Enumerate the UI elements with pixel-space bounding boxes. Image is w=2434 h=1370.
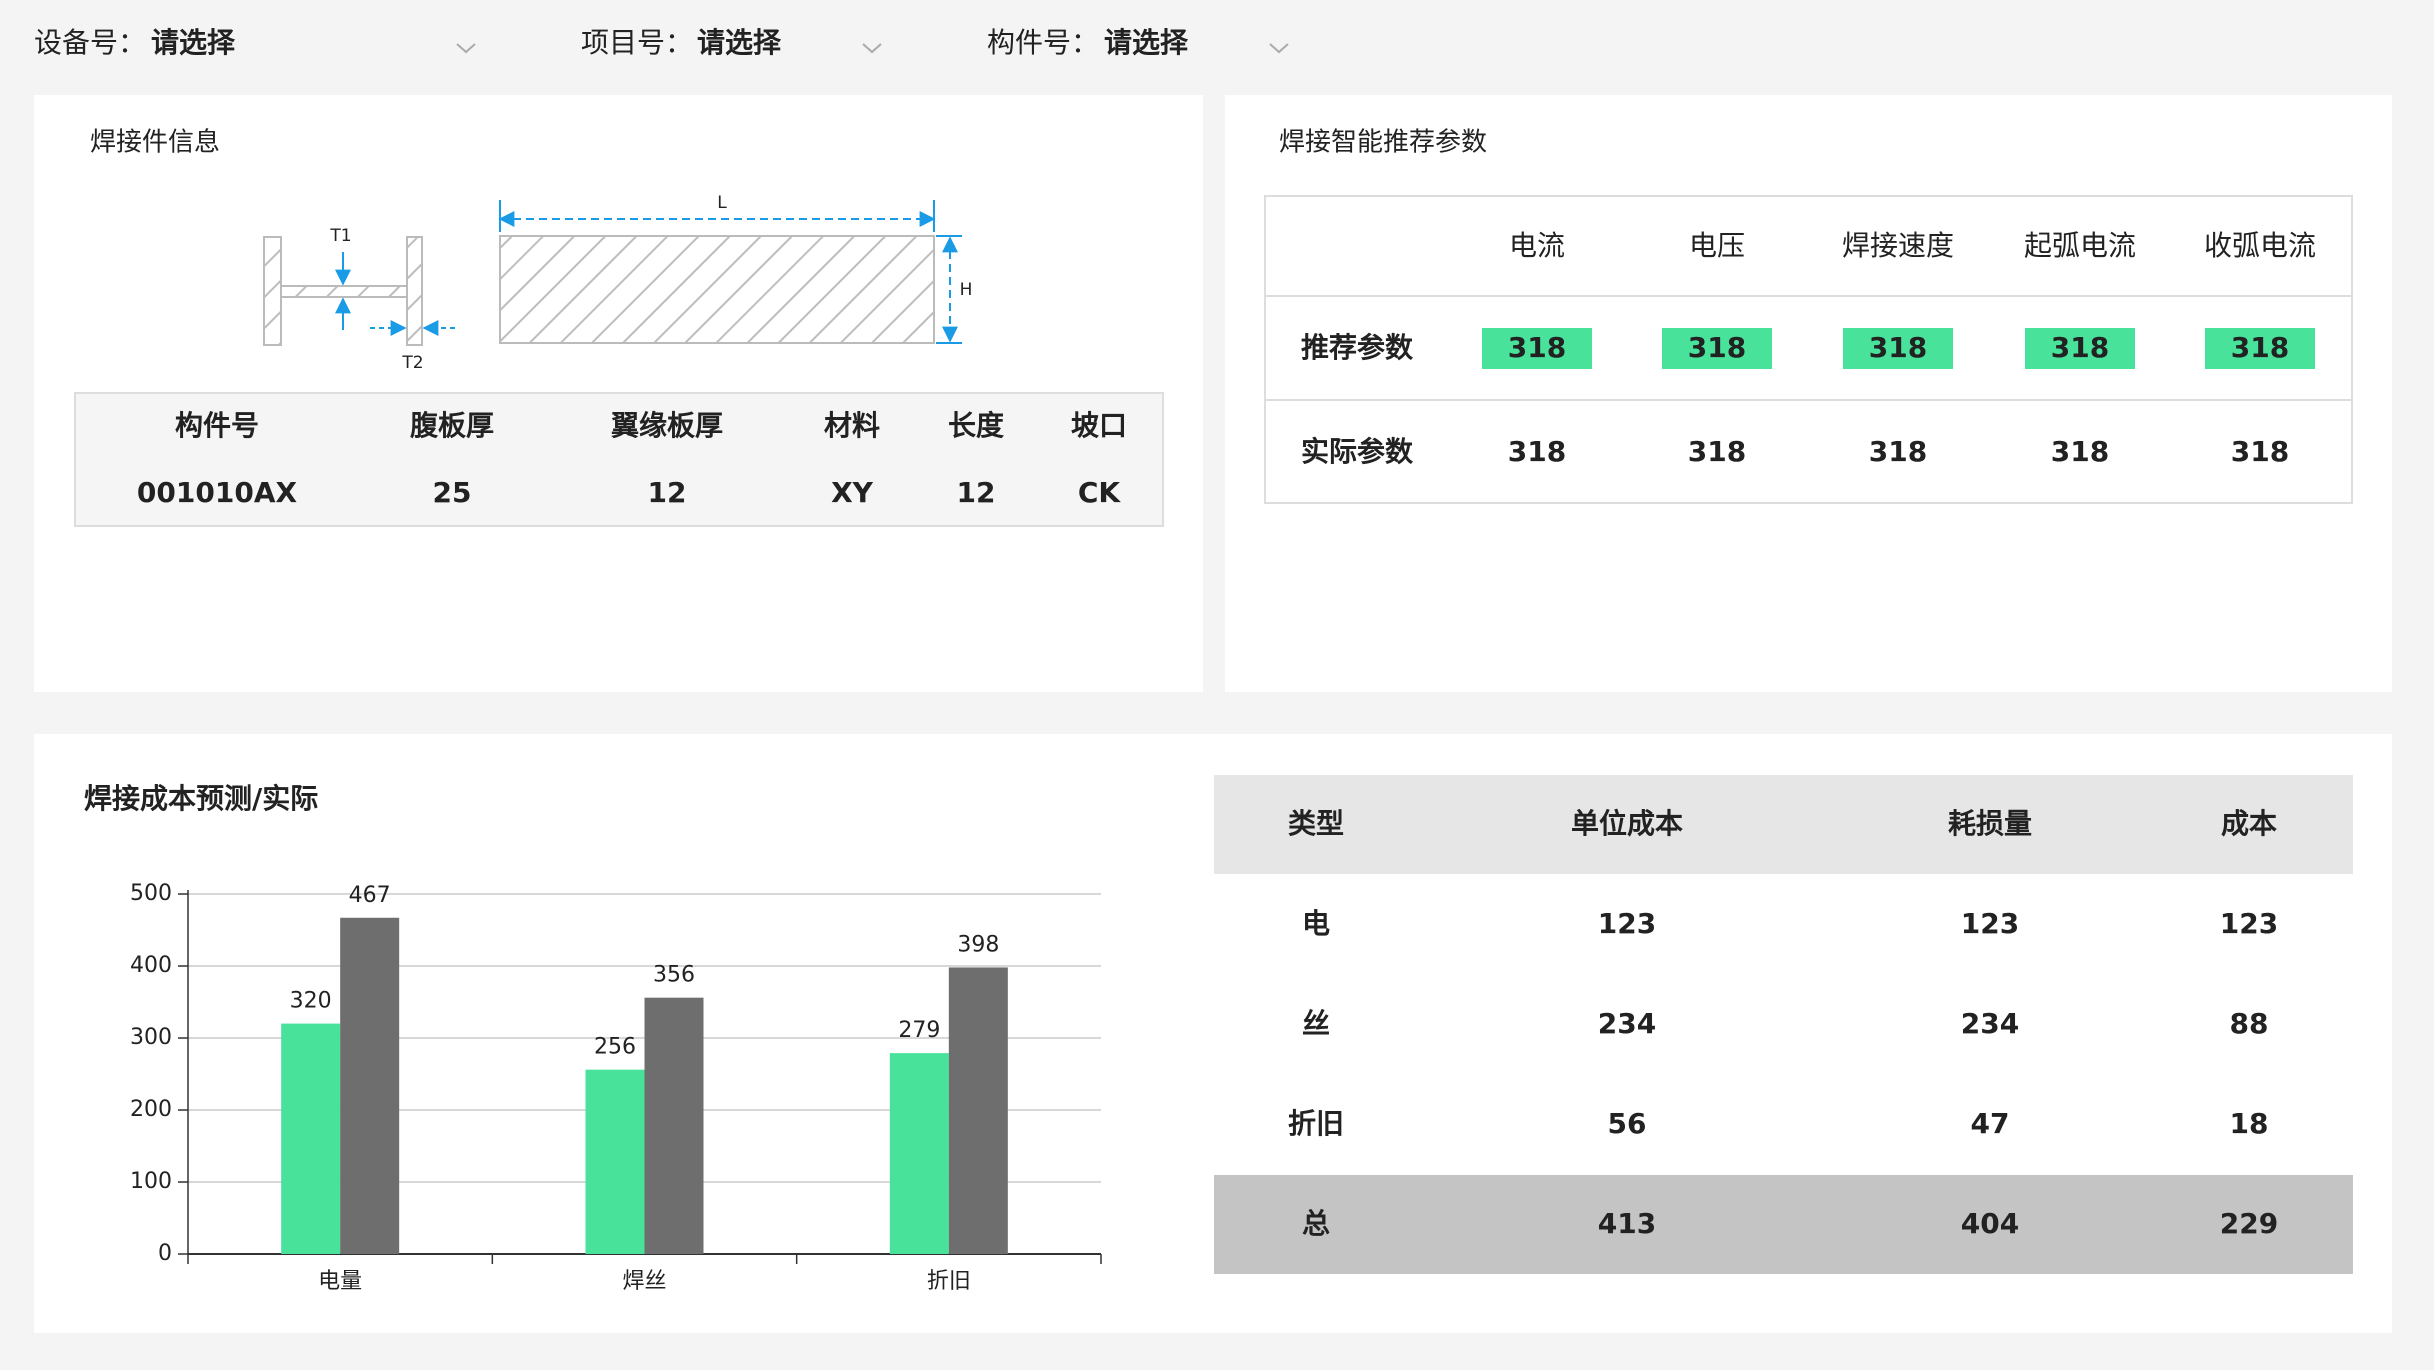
value-label: 320 [290,989,332,1014]
table-header: 长度 [948,409,1004,442]
table-header: 起弧电流 [2024,229,2136,262]
dim-label: T2 [401,353,423,373]
x-tick-label: 电量 [318,1269,362,1294]
table-cell: 25 [433,476,472,509]
table-header: 腹板厚 [410,409,494,442]
table-header: 电压 [1689,229,1745,262]
table-cell: 18 [2230,1107,2269,1140]
y-tick-label: 500 [130,881,172,906]
table-header: 电流 [1509,229,1565,262]
bar [281,1023,341,1254]
table-cell: 318 [1869,331,1927,364]
bar [340,917,400,1254]
table-cell: 318 [1508,435,1566,468]
table-cell: 318 [1869,435,1927,468]
table-cell: 88 [2230,1007,2269,1040]
table-header: 单位成本 [1571,807,1683,840]
table-header: 翼缘板厚 [611,409,723,442]
value-label: 398 [957,932,999,957]
table-header: 焊接速度 [1842,229,1954,262]
table-cell: 318 [1688,435,1746,468]
filter-label: 项目号： [581,26,693,59]
table-cell: 123 [2220,907,2278,940]
table-header: 坡口 [1071,409,1127,442]
y-tick-label: 400 [130,953,172,978]
filter-select[interactable]: 请选择 [697,26,782,59]
table-header: 构件号 [175,409,259,442]
chart-title: 焊接成本预测/实际 [84,782,318,815]
cost-total-bg [1214,1175,2353,1274]
table-cell: 总 [1302,1207,1330,1240]
x-tick-label: 焊丝 [622,1269,666,1294]
table-cell: 413 [1598,1207,1656,1240]
table-cell: XY [831,476,874,509]
table-cell: 318 [2231,331,2289,364]
table-cell: 56 [1608,1107,1647,1140]
highlight [2205,328,2315,369]
x-tick-label: 折旧 [927,1269,971,1294]
table-cell: 318 [1688,331,1746,364]
y-tick-label: 0 [158,1241,172,1266]
table-cell: 318 [2051,435,2109,468]
table-cell: 电 [1302,907,1330,940]
highlight [2025,328,2135,369]
info-table [74,392,1164,527]
value-label: 256 [594,1035,636,1060]
table-cell: 47 [1971,1107,2010,1140]
table-cell: 404 [1961,1207,2019,1240]
table-cell: 318 [1508,331,1566,364]
dropdown-icon[interactable] [862,43,882,54]
table-cell: 001010AX [137,476,298,509]
value-label: 356 [653,963,695,988]
y-tick-label: 300 [130,1025,172,1050]
filter-label: 构件号： [987,26,1099,59]
bar [644,997,704,1254]
dropdown-icon[interactable] [1269,43,1289,54]
row-label: 实际参数 [1301,435,1414,468]
dim-label: H [960,280,973,300]
filter-label: 设备号： [34,26,146,59]
recommend-table [1264,195,2353,504]
cost-header-bg [1214,775,2353,874]
panel-title: 焊接件信息 [90,128,220,158]
beam-diagram [263,200,962,346]
table-cell: CK [1078,476,1122,509]
bar [889,1053,949,1254]
y-tick-label: 200 [130,1097,172,1122]
y-tick-label: 100 [130,1169,172,1194]
table-cell: 234 [1598,1007,1656,1040]
table-cell: 12 [957,476,996,509]
table-cell: 丝 [1302,1007,1330,1040]
dim-label: L [717,193,727,213]
table-header: 类型 [1288,807,1344,840]
bar [948,967,1008,1254]
table-cell: 折旧 [1288,1107,1344,1140]
table-cell: 12 [648,476,687,509]
highlight [1843,328,1953,369]
table-cell: 318 [2231,435,2289,468]
table-header: 成本 [2221,807,2277,840]
panel-title: 焊接智能推荐参数 [1279,128,1487,158]
table-header: 耗损量 [1948,807,2032,840]
table-cell: 234 [1961,1007,2019,1040]
bar [585,1069,645,1254]
table-cell: 123 [1961,907,2019,940]
filter-select[interactable]: 请选择 [151,26,236,59]
highlight [1662,328,1772,369]
table-header: 收弧电流 [2204,229,2316,262]
filter-select[interactable]: 请选择 [1104,26,1189,59]
table-cell: 318 [2051,331,2109,364]
value-label: 467 [349,883,391,908]
row-label: 推荐参数 [1301,331,1414,364]
table-header: 材料 [824,409,880,442]
dim-label: T1 [329,226,351,246]
highlight [1482,328,1592,369]
value-label: 279 [898,1018,940,1043]
dropdown-icon[interactable] [456,43,476,54]
table-cell: 229 [2220,1207,2278,1240]
table-cell: 123 [1598,907,1656,940]
